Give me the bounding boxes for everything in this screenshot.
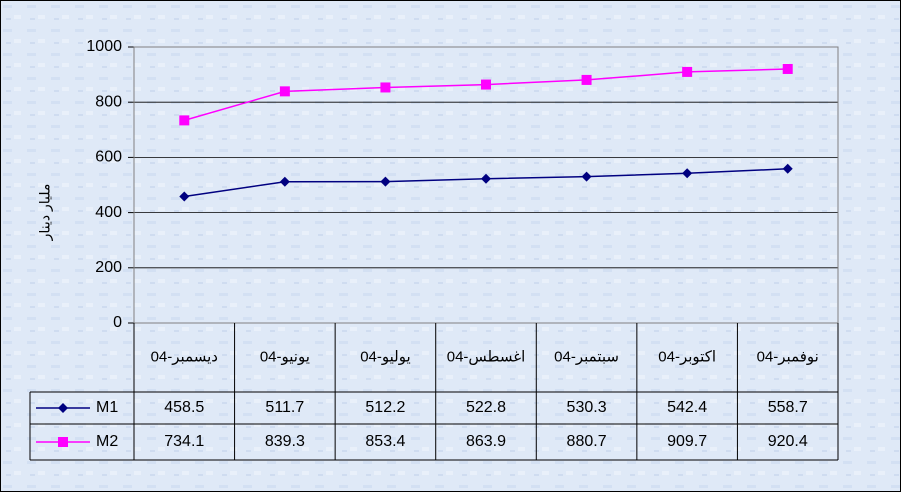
x-tick-label: اغسطس-04 bbox=[447, 348, 526, 365]
x-tick-label: اكتوبر-04 bbox=[658, 348, 716, 365]
y-tick-label: 1000 bbox=[86, 38, 122, 55]
marker bbox=[481, 79, 491, 90]
table-value: 522.8 bbox=[466, 399, 506, 416]
table-value: 511.7 bbox=[265, 399, 304, 416]
table-value: 880.7 bbox=[567, 433, 607, 450]
y-axis-label: مليار دينار bbox=[37, 184, 54, 242]
marker bbox=[279, 176, 290, 187]
table-value: 734.1 bbox=[164, 433, 204, 450]
x-tick-label: سبتمبر-04 bbox=[554, 348, 619, 365]
marker bbox=[58, 437, 68, 447]
table-value: 542.4 bbox=[667, 399, 707, 416]
plot-area bbox=[133, 46, 839, 324]
marker bbox=[682, 168, 693, 179]
x-tick-label: يوليو-04 bbox=[360, 348, 410, 365]
legend-label: M2 bbox=[96, 433, 118, 450]
marker bbox=[179, 115, 190, 126]
marker bbox=[782, 163, 793, 174]
y-tick-label: 400 bbox=[95, 204, 122, 221]
x-tick-label: نوفمبر-04 bbox=[757, 348, 819, 365]
marker bbox=[58, 403, 68, 413]
y-tick-label: 800 bbox=[95, 93, 122, 110]
table-value: 458.5 bbox=[164, 399, 204, 416]
table-value: 853.4 bbox=[365, 433, 405, 450]
marker bbox=[782, 63, 793, 74]
marker bbox=[380, 82, 391, 93]
y-tick-label: 200 bbox=[95, 259, 122, 276]
marker bbox=[179, 191, 190, 202]
x-tick-label: يونيو-04 bbox=[260, 348, 310, 365]
table-value: 863.9 bbox=[466, 433, 506, 450]
marker bbox=[581, 74, 592, 85]
table-value: 512.2 bbox=[365, 399, 405, 416]
table-value: 558.7 bbox=[768, 399, 808, 416]
marker bbox=[380, 176, 391, 187]
table-value: 909.7 bbox=[667, 433, 707, 450]
table-value: 530.3 bbox=[567, 399, 607, 416]
marker bbox=[581, 171, 592, 182]
x-tick-label: ديسمبر-04 bbox=[151, 348, 218, 365]
y-tick-label: 600 bbox=[95, 149, 122, 166]
table-value: 920.4 bbox=[768, 433, 808, 450]
table-value: 839.3 bbox=[265, 433, 305, 450]
marker bbox=[481, 173, 491, 184]
marker bbox=[279, 86, 290, 97]
marker bbox=[682, 66, 693, 77]
y-tick-label: 0 bbox=[113, 314, 122, 331]
legend-label: M1 bbox=[96, 399, 118, 416]
